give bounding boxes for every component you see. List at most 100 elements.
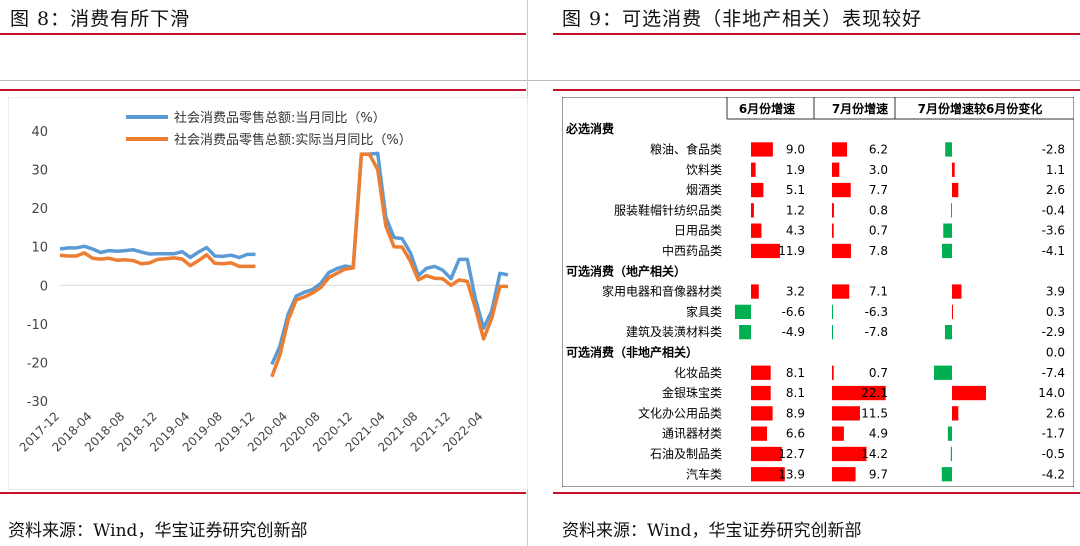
value-chg: -3.6 (1042, 224, 1065, 238)
value-jun: 12.7 (778, 447, 805, 461)
bar-chg (952, 182, 959, 198)
value-chg: -4.2 (1042, 467, 1065, 481)
row-label: 文化办公用品类 (638, 405, 722, 420)
bar-chg (952, 406, 959, 421)
left-chart-top-rule (0, 89, 526, 91)
value-chg: -2.9 (1042, 325, 1065, 339)
value-chg: -0.5 (1042, 447, 1065, 461)
value-chg: -4.1 (1042, 244, 1065, 258)
y-tick-label: 0 (40, 279, 48, 294)
value-jul: 0.8 (869, 203, 888, 217)
row-label: 建筑及装潢材料类 (626, 324, 722, 339)
group-label: 可选消费（非地产相关） (566, 344, 698, 359)
bar-chg (952, 385, 987, 401)
value-chg: 0.0 (1046, 345, 1065, 359)
bar-jul (832, 385, 886, 401)
y-tick-label: 30 (31, 164, 48, 179)
value-jul: 22.1 (861, 386, 888, 400)
bar-jul (832, 223, 834, 238)
bar-chg (947, 426, 952, 441)
value-jul: 14.2 (861, 447, 888, 461)
bar-jul (832, 243, 851, 259)
right-source-note: 资料来源：Wind，华宝证券研究创新部 (562, 521, 862, 541)
bar-chg (944, 325, 952, 340)
value-jun: 13.9 (778, 467, 805, 481)
value-jun: 4.3 (786, 224, 805, 238)
value-jul: 4.9 (869, 427, 888, 441)
y-tick-label: 40 (31, 125, 48, 140)
bar-chg (941, 467, 952, 482)
y-tick-label: 10 (31, 241, 48, 256)
bar-jul (832, 365, 834, 380)
bar-jun (751, 426, 768, 441)
right-figure-title: 图 9：可选消费（非地产相关）表现较好 (562, 8, 923, 30)
row-label: 服装鞋帽针纺织品类 (614, 202, 722, 217)
bar-jul (832, 304, 833, 319)
bar-chg (950, 446, 952, 462)
retail-sales-line-chart: 403020100-10-20-302017-122018-042018-082… (8, 97, 528, 490)
series-line-2 (59, 152, 508, 378)
row-label: 中西药品类 (662, 243, 722, 258)
value-jul: -6.3 (865, 305, 888, 319)
bar-jun (751, 243, 780, 259)
table-frame (562, 97, 1074, 487)
value-jul: 11.5 (861, 406, 888, 420)
bar-jun (751, 385, 771, 401)
bar-jun (751, 406, 773, 421)
bar-jun (751, 446, 782, 462)
value-chg: 0.3 (1046, 305, 1065, 319)
value-jun: -6.6 (782, 305, 805, 319)
bar-jul (832, 406, 860, 421)
value-jun: 1.9 (786, 163, 805, 177)
value-jun: 8.9 (786, 406, 805, 420)
bar-jun (751, 162, 756, 177)
value-chg: -7.4 (1042, 366, 1065, 380)
value-jun: 1.2 (786, 203, 805, 217)
legend-label-2: 社会消费品零售总额:实际当月同比（%） (174, 132, 412, 148)
bar-jun (751, 284, 759, 299)
bar-chg (943, 223, 952, 238)
group-label: 可选消费（地产相关） (566, 263, 686, 278)
row-label: 石油及制品类 (650, 447, 722, 461)
value-chg: -1.7 (1042, 427, 1065, 441)
chart-frame (8, 97, 528, 490)
value-chg: -0.4 (1042, 203, 1065, 217)
bar-jul (832, 162, 840, 177)
value-jun: 5.1 (786, 183, 805, 197)
row-label: 日用品类 (674, 224, 722, 238)
value-chg: 1.1 (1046, 163, 1065, 177)
value-jul: 0.7 (869, 366, 888, 380)
value-jul: 7.8 (869, 244, 888, 258)
y-tick-label: -10 (27, 318, 48, 333)
row-label: 化妆品类 (674, 366, 722, 380)
left-source-note: 资料来源：Wind，华宝证券研究创新部 (8, 521, 308, 541)
value-jun: 8.1 (786, 366, 805, 380)
left-figure-title: 图 8：消费有所下滑 (10, 8, 191, 30)
value-jul: -7.8 (865, 325, 888, 339)
value-chg: 2.6 (1046, 406, 1065, 420)
value-chg: -2.8 (1042, 142, 1065, 156)
bar-jun (751, 365, 771, 380)
right-chart-top-rule (553, 89, 1080, 91)
value-jul: 3.0 (869, 163, 888, 177)
row-label: 烟酒类 (686, 183, 722, 197)
bar-jun (751, 203, 754, 218)
left-chart-bottom-rule (0, 492, 526, 494)
bar-jul (832, 203, 834, 218)
bar-jul (832, 325, 833, 340)
row-label: 通讯器材类 (662, 427, 722, 441)
right-title-rule (553, 33, 1080, 35)
row-label: 汽车类 (686, 466, 722, 481)
value-chg: 3.9 (1046, 285, 1065, 299)
row-label: 粮油、食品类 (650, 141, 722, 156)
column-header: 6月份增速 (739, 101, 795, 116)
column-header: 7月份增速 (832, 101, 888, 116)
bar-chg (945, 142, 952, 157)
y-tick-label: -20 (27, 356, 48, 371)
column-header: 7月份增速较6月份变化 (918, 101, 1043, 116)
bar-jun (734, 304, 751, 319)
bar-jul (832, 446, 867, 462)
bar-jun (751, 223, 762, 238)
left-title-rule (0, 33, 526, 35)
value-jun: 9.0 (786, 142, 805, 156)
